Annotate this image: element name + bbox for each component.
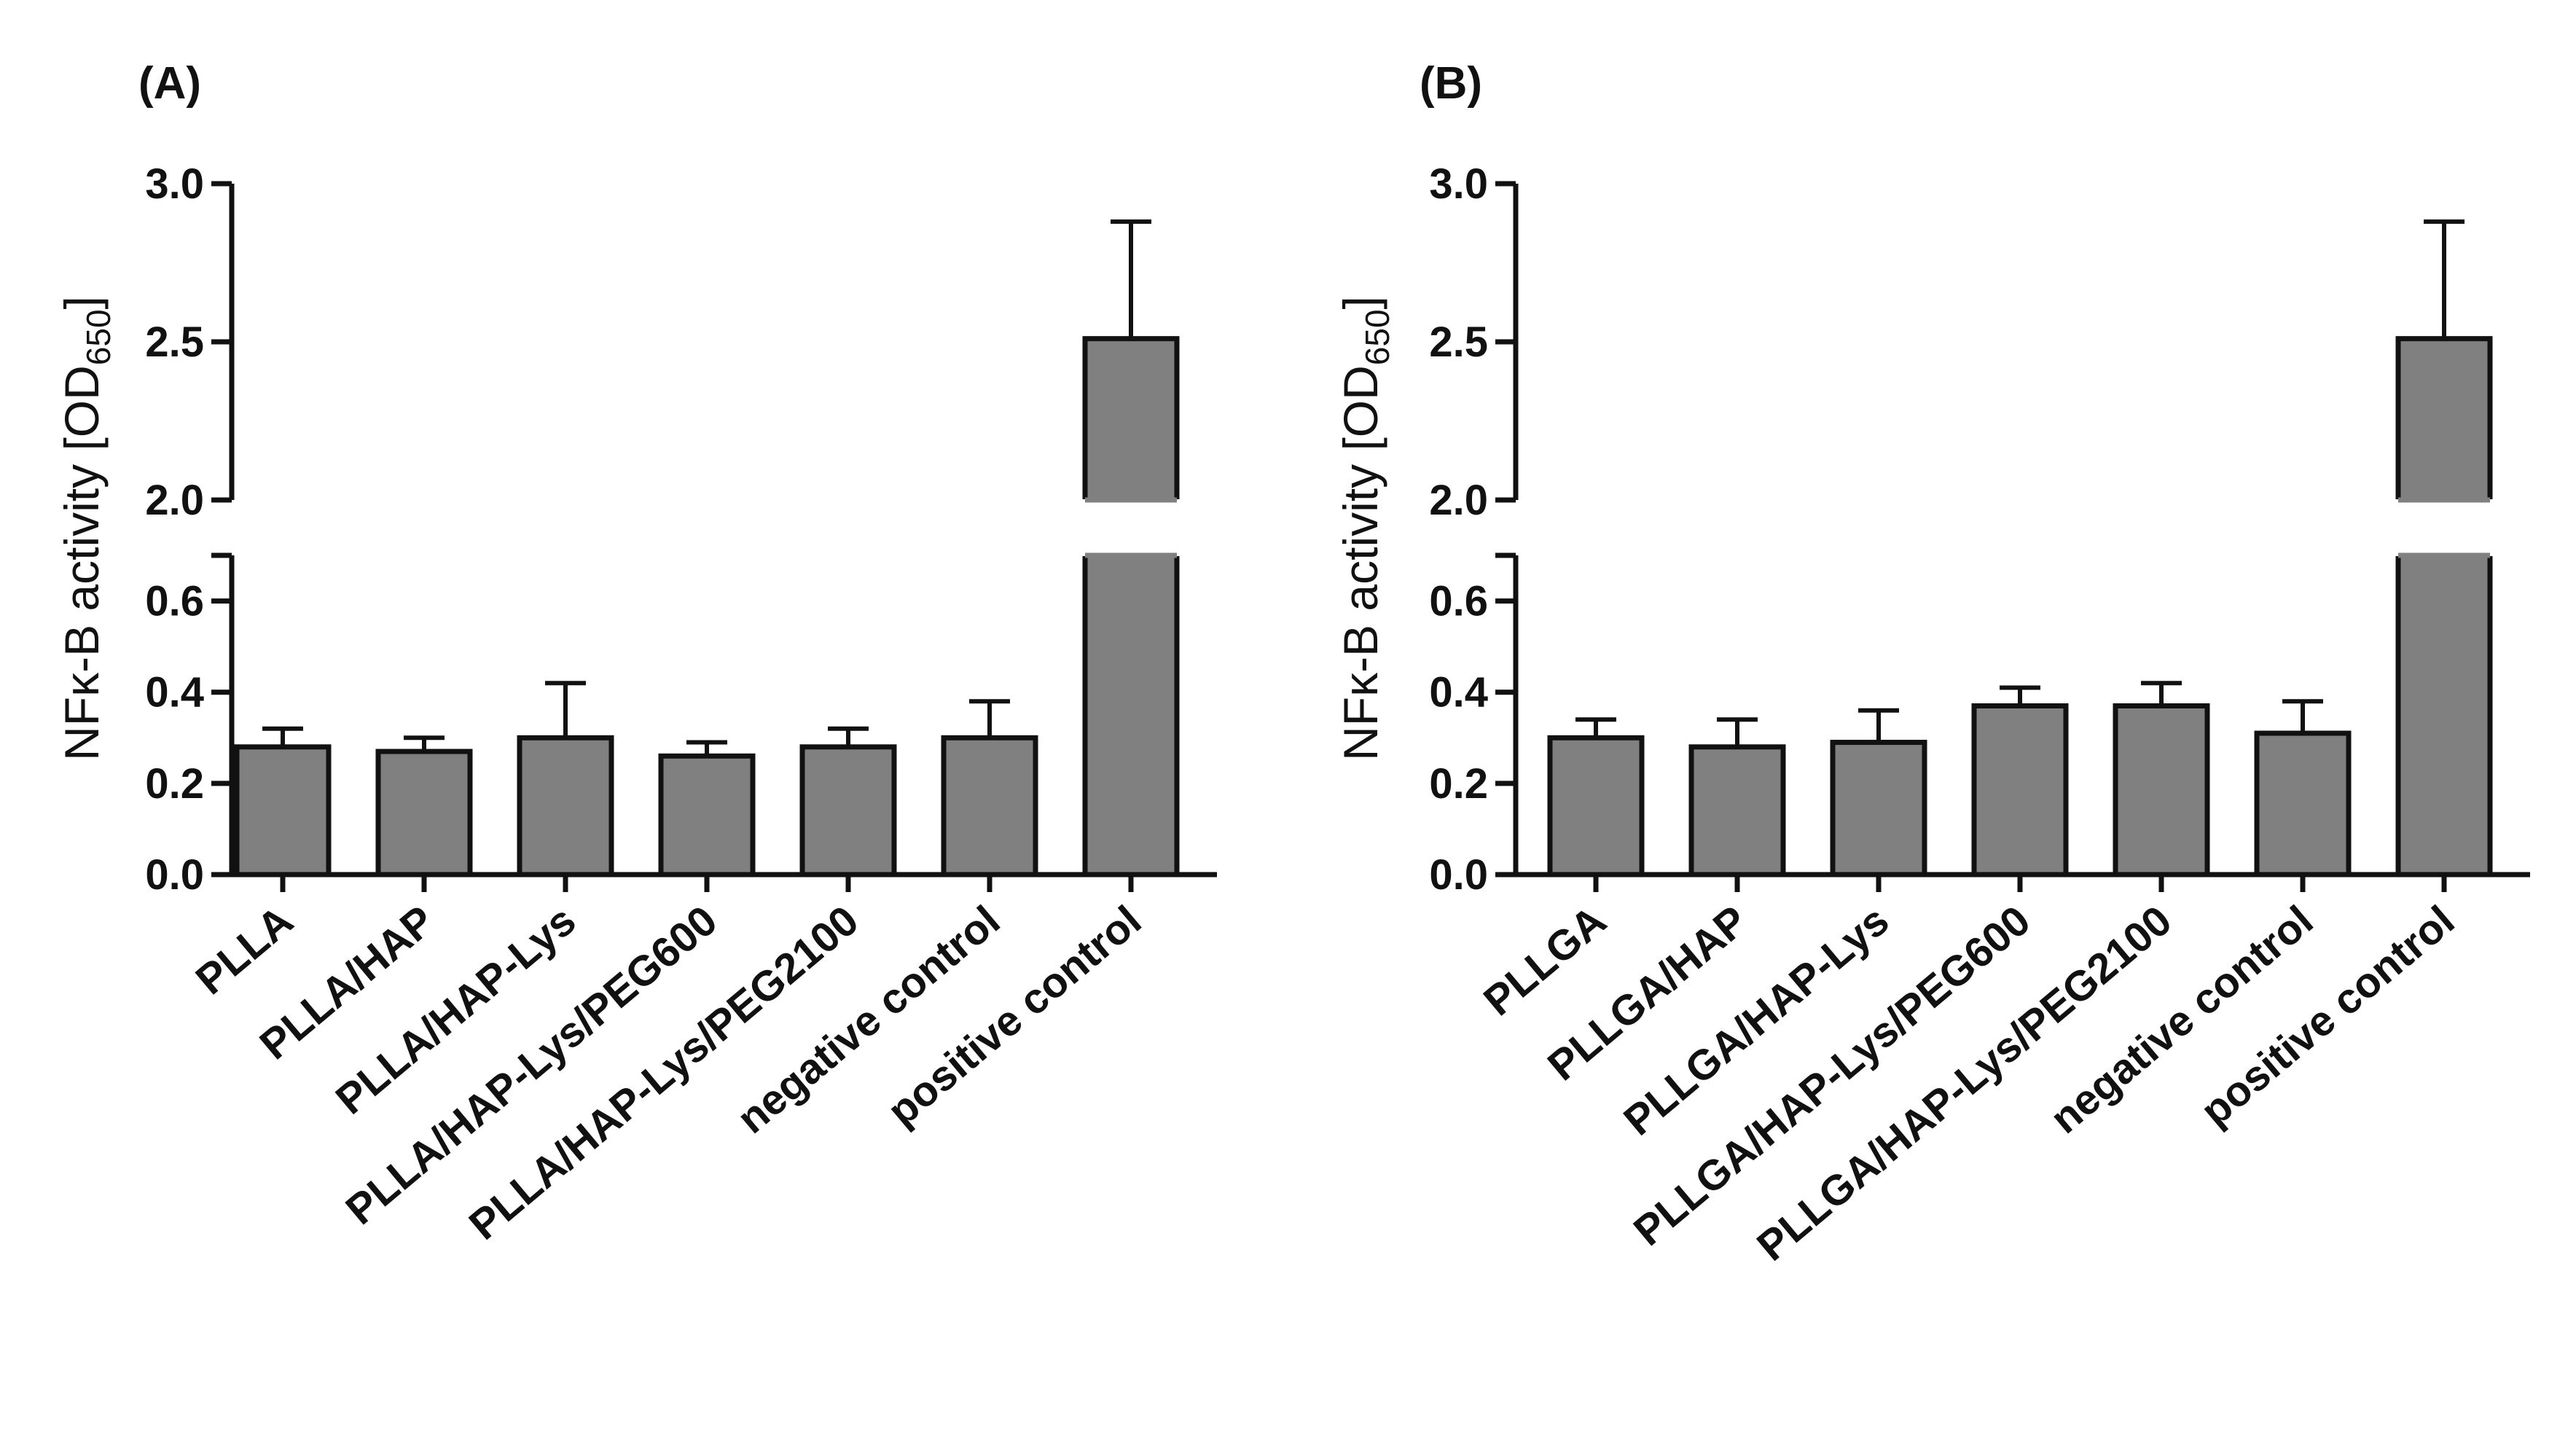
category-label: PLLGA — [1475, 896, 1615, 1025]
bar-upper-segment — [2395, 336, 2493, 503]
y-tick-label: 0.4 — [1429, 669, 1488, 716]
y-tick-label: 2.0 — [1429, 477, 1488, 524]
panel-a: (A) NFκ-B activity [OD650] 0.0 0.2 0.4 0.6 2.0… — [55, 58, 1217, 1249]
bar — [941, 735, 1038, 878]
y-tick-label: 0.6 — [1429, 578, 1488, 625]
bar — [1971, 703, 2069, 878]
category-label: positive control — [2192, 896, 2464, 1135]
bar-lower-segment — [1082, 552, 1180, 878]
bar — [234, 744, 332, 878]
y-tick-label: 0.2 — [1429, 760, 1488, 808]
bar-break-gap — [1081, 499, 1181, 556]
y-axis-title: NFκ-B activity [OD650] — [1334, 296, 1396, 761]
category-label: positive control — [879, 896, 1151, 1135]
y-tick-label: 0.0 — [145, 851, 204, 899]
y-tick-label: 0.6 — [145, 578, 204, 625]
bar — [1830, 740, 1927, 878]
bar — [2113, 703, 2210, 878]
y-tick-label: 3.0 — [1429, 160, 1488, 208]
y-tick-label: 2.5 — [1429, 318, 1488, 366]
y-tick-label: 0.2 — [145, 760, 204, 808]
category-label: PLLA — [187, 896, 302, 1004]
bar — [2254, 730, 2352, 878]
category-label: PLLA/HAP-Lys — [327, 896, 585, 1123]
panel-b: (B) NFκ-B activity [OD650] 0.0 0.2 0.4 0.6 2.0… — [1334, 58, 2530, 1270]
y-tick-label: 2.0 — [145, 477, 204, 524]
panel-label: (B) — [1420, 58, 1482, 109]
category-label: negative control — [2041, 896, 2322, 1143]
bar-break-gap — [2395, 499, 2494, 556]
category-label: negative control — [728, 896, 1009, 1143]
y-tick-label: 0.0 — [1429, 851, 1488, 899]
bar-lower-segment — [2395, 552, 2493, 878]
bar — [1547, 735, 1645, 878]
bar — [375, 749, 473, 878]
bar — [1688, 744, 1786, 878]
bar — [799, 744, 897, 878]
y-axis-title: NFκ-B activity [OD650] — [55, 296, 117, 761]
y-tick-label: 2.5 — [145, 318, 204, 366]
panel-label: (A) — [138, 58, 201, 109]
bar-upper-segment — [1082, 336, 1180, 503]
y-tick-label: 3.0 — [145, 160, 204, 208]
bar — [517, 735, 614, 878]
y-tick-label: 0.4 — [145, 669, 204, 716]
bar — [658, 753, 756, 878]
